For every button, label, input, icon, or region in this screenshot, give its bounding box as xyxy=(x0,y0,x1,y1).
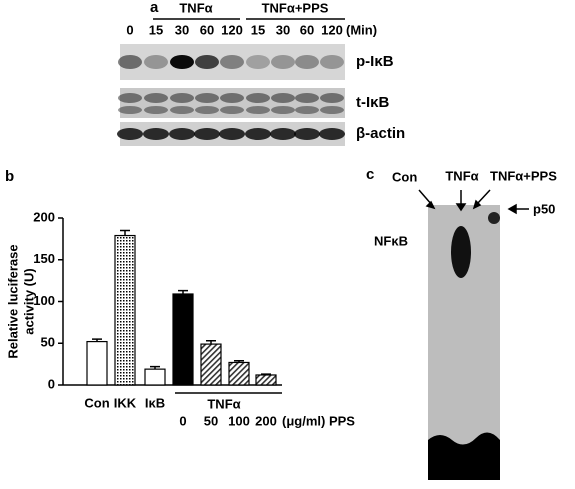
band xyxy=(294,128,320,140)
band xyxy=(118,55,142,69)
time-label: 15 xyxy=(149,22,163,37)
y-tick-label: 150 xyxy=(33,251,55,266)
x-tick-label: 200 xyxy=(255,413,277,428)
band xyxy=(143,128,169,140)
group-label: TNFα xyxy=(207,396,240,411)
time-label: 60 xyxy=(300,22,314,37)
band xyxy=(271,55,295,69)
band xyxy=(118,93,142,103)
panel-letter: b xyxy=(5,168,14,185)
band xyxy=(320,106,344,114)
group-label: TNFα+PPS xyxy=(262,0,329,15)
band xyxy=(246,93,270,103)
bar xyxy=(172,293,194,386)
gel-front xyxy=(428,432,500,480)
band xyxy=(320,93,344,103)
x-tick-label: IκB xyxy=(145,395,165,410)
row-label: p-IκB xyxy=(356,53,394,70)
error-bar xyxy=(92,338,102,342)
band xyxy=(295,55,319,69)
band xyxy=(117,128,143,140)
error-bar xyxy=(150,365,160,370)
x-tick-label: IKK xyxy=(114,395,137,410)
panel-letter: a xyxy=(150,0,159,16)
band xyxy=(319,128,345,140)
x-tick-label: 100 xyxy=(228,413,250,428)
error-bar xyxy=(261,373,271,375)
panel-letter: c xyxy=(366,166,374,183)
band xyxy=(219,128,245,140)
band xyxy=(144,106,168,114)
bar xyxy=(228,361,250,386)
time-label: 120 xyxy=(321,22,343,37)
band xyxy=(488,212,500,224)
x-tick-label: 50 xyxy=(204,413,218,428)
time-label: 60 xyxy=(200,22,214,37)
band xyxy=(220,55,244,69)
band xyxy=(118,106,142,114)
error-bar xyxy=(178,289,188,294)
band xyxy=(169,128,195,140)
band xyxy=(295,93,319,103)
time-label: 30 xyxy=(276,22,290,37)
band xyxy=(320,55,344,69)
y-tick-label: 200 xyxy=(33,209,55,224)
y-axis-label: activity (U) xyxy=(21,268,36,334)
time-label: 30 xyxy=(175,22,189,37)
y-tick-label: 50 xyxy=(41,335,55,350)
blot xyxy=(120,88,345,118)
lane-label: TNFα xyxy=(445,168,478,183)
bar xyxy=(114,234,136,386)
band xyxy=(170,55,194,69)
y-tick-label: 100 xyxy=(33,293,55,308)
band xyxy=(144,55,168,69)
time-label: 0 xyxy=(126,22,133,37)
error-bar xyxy=(234,360,244,363)
bar xyxy=(200,343,222,386)
band xyxy=(170,93,194,103)
error-bar xyxy=(206,339,216,345)
band xyxy=(271,93,295,103)
arrows xyxy=(418,189,529,215)
band xyxy=(144,93,168,103)
x-tick-label: Con xyxy=(84,395,109,410)
bar xyxy=(86,340,108,386)
band xyxy=(246,55,270,69)
band xyxy=(220,106,244,114)
band xyxy=(170,106,194,114)
bar xyxy=(144,368,166,386)
band xyxy=(295,106,319,114)
blot xyxy=(120,44,345,80)
band xyxy=(195,106,219,114)
band xyxy=(194,128,220,140)
group-label: TNFα xyxy=(179,0,212,15)
unit-label: (μg/ml) PPS xyxy=(282,413,355,428)
lane-label: TNFα+PPS xyxy=(490,168,557,183)
band xyxy=(451,226,471,278)
band-label: NFκB xyxy=(374,233,408,248)
y-tick-label: 0 xyxy=(48,376,55,391)
lane-label: Con xyxy=(392,169,417,184)
time-unit: (Min) xyxy=(346,22,377,37)
time-label: 15 xyxy=(251,22,265,37)
band xyxy=(270,128,296,140)
error-bar xyxy=(120,229,130,236)
bar xyxy=(255,374,277,386)
panel-a: a TNFα TNFα+PPS (Min) 0 15 30 60 120 15 30 60 12… xyxy=(117,0,405,146)
row-label: t-IκB xyxy=(356,94,390,111)
band xyxy=(195,55,219,69)
y-axis-label: Relative luciferase xyxy=(5,244,20,358)
time-label: 120 xyxy=(221,22,243,37)
band xyxy=(246,106,270,114)
band xyxy=(271,106,295,114)
band xyxy=(245,128,271,140)
panel-c: c Con TNFα TNFα+PPS p50 NFκB xyxy=(366,166,557,480)
band xyxy=(195,93,219,103)
x-tick-label: 0 xyxy=(179,413,186,428)
row-label: β-actin xyxy=(356,125,405,142)
band xyxy=(220,93,244,103)
band-label: p50 xyxy=(533,201,555,216)
